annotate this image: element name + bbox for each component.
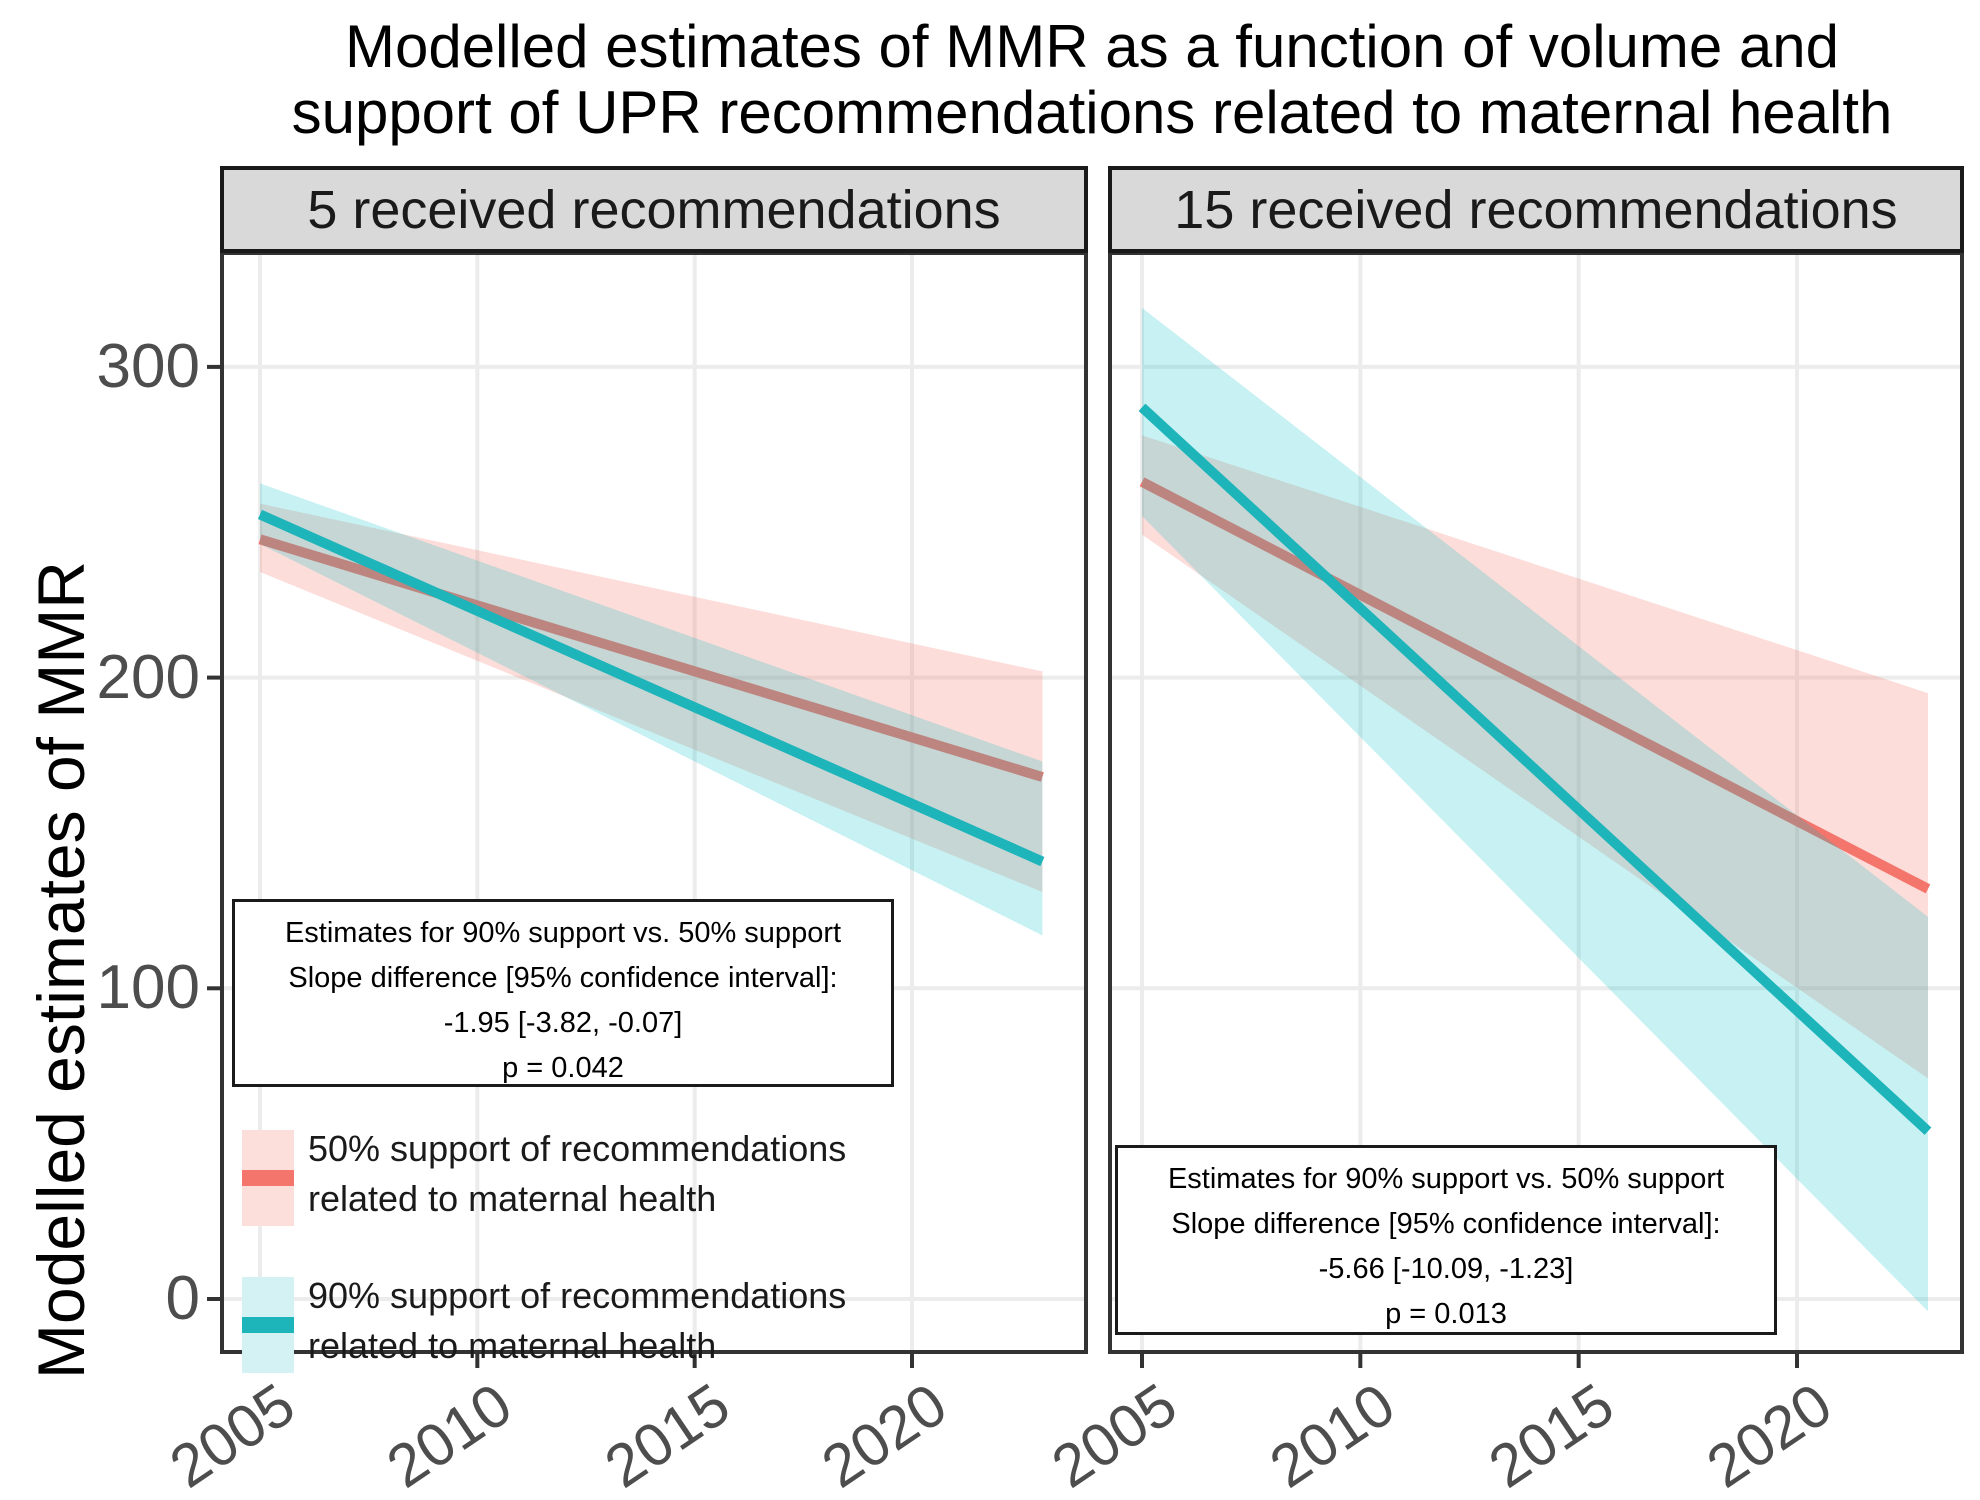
legend-label-50: 50% support of recommendations related t…	[308, 1124, 868, 1224]
annotation-line: Estimates for 90% support vs. 50% suppor…	[284, 917, 842, 949]
chart-title: Modelled estimates of MMR as a function …	[222, 14, 1962, 146]
annotation-line: p = 0.042	[502, 1052, 624, 1084]
panel-background	[220, 251, 1088, 1354]
y-tick-label: 0	[165, 1264, 200, 1333]
line-90-support	[257, 509, 1045, 867]
line-50-support	[258, 534, 1044, 782]
annotation-line: Estimates for 90% support vs. 50% suppor…	[1167, 1163, 1725, 1195]
annotation-box-left: Estimates for 90% support vs. 50% suppor…	[232, 899, 894, 1087]
legend-label-50-line2: related to maternal health	[308, 1178, 717, 1219]
annotation-line: -5.66 [-10.09, -1.23]	[1318, 1253, 1574, 1285]
legend-label-90: 90% support of recommendations related t…	[308, 1271, 868, 1371]
y-tick-label: 200	[96, 642, 200, 712]
ribbon-90-support	[1142, 307, 1928, 1312]
y-tick-label: 300	[96, 331, 200, 401]
line-90-support	[1138, 403, 1932, 1135]
annotation-line: Slope difference [95% confidence interva…	[288, 962, 838, 994]
ribbon-50-support	[1142, 435, 1928, 1079]
chart-title-line1: Modelled estimates of MMR as a function …	[344, 13, 1840, 80]
legend-line-key-90	[242, 1317, 294, 1333]
annotation-box-right: Estimates for 90% support vs. 50% suppor…	[1115, 1145, 1777, 1335]
annotation-line: -1.95 [-3.82, -0.07]	[443, 1007, 683, 1039]
chart-title-line2: support of UPR recommendations related t…	[291, 79, 1893, 146]
facet-strip-left: 5 received recommendations	[220, 166, 1088, 253]
line-50-support	[1139, 477, 1931, 894]
legend-ribbon-swatch-50	[242, 1130, 294, 1226]
annotation-line: Slope difference [95% confidence interva…	[1171, 1208, 1721, 1240]
facet-strip-right: 15 received recommendations	[1108, 166, 1964, 253]
legend-line-key-50	[242, 1170, 294, 1186]
y-tick-label: 100	[96, 953, 200, 1023]
legend-label-90-line1: 90% support of recommendations	[308, 1275, 847, 1316]
legend-ribbon-swatch-90	[242, 1277, 294, 1373]
legend-label-50-line1: 50% support of recommendations	[308, 1128, 847, 1169]
annotation-line: p = 0.013	[1385, 1298, 1507, 1330]
legend-label-90-line2: related to maternal health	[308, 1325, 717, 1366]
